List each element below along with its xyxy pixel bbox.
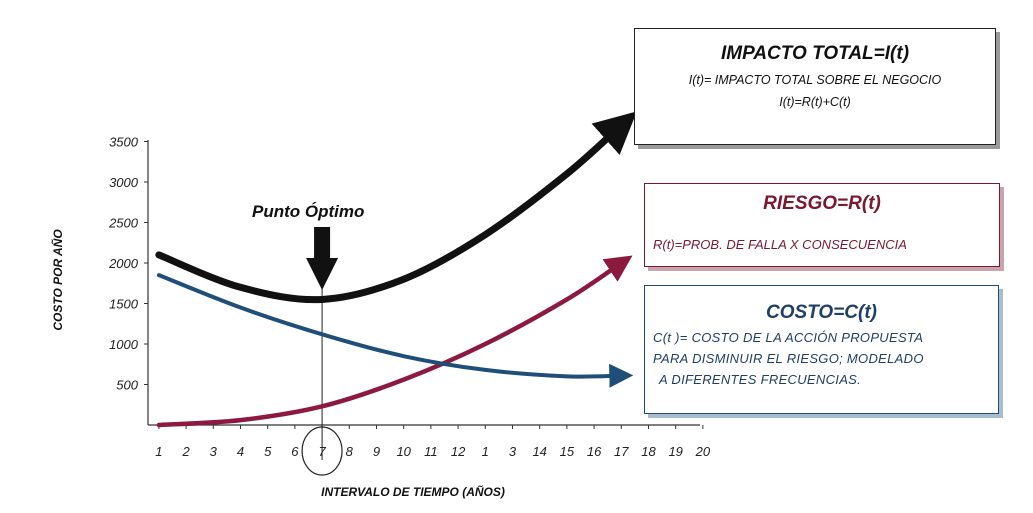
y-axis-title: COSTO POR AÑO xyxy=(50,229,65,331)
optimum-circle xyxy=(301,426,343,476)
x-tick-label: 9 xyxy=(373,444,380,459)
series-line-1 xyxy=(155,111,637,304)
x-tick-label: 8 xyxy=(346,444,354,459)
x-tick-label: 19 xyxy=(668,444,682,459)
y-tick-label: 3000 xyxy=(109,175,139,190)
y-tick-label: 1500 xyxy=(109,297,139,312)
riesgo-title: RIESGO=R(t) xyxy=(763,193,881,214)
x-tick-label: 1 xyxy=(482,444,489,459)
costo-line-1: C(t )= COSTO DE LA ACCIÓN PROPUESTA xyxy=(653,330,924,345)
y-tick-label: 1000 xyxy=(109,337,139,352)
y-tick-label: 2000 xyxy=(108,256,139,271)
x-axis-title: INTERVALO DE TIEMPO (AÑOS) xyxy=(321,484,505,499)
series-line-2 xyxy=(156,255,633,428)
optimum-point-label: Punto Óptimo xyxy=(252,202,365,221)
x-tick-label: 5 xyxy=(264,444,272,459)
x-tick-label: 6 xyxy=(291,444,299,459)
x-tick-label: 17 xyxy=(614,444,629,459)
x-tick-label: 11 xyxy=(424,444,438,459)
costo-box: COSTO=C(t) C(t )= COSTO DE LA ACCIÓN PRO… xyxy=(644,285,999,414)
x-tick-label: 1 xyxy=(155,444,162,459)
x-tick-label: 4 xyxy=(237,444,244,459)
x-tick-label: 3 xyxy=(210,444,218,459)
optimum-down-arrow xyxy=(306,227,339,290)
y-tick-label: 3500 xyxy=(109,135,139,150)
costo-line-2: PARA DISMINUIR EL RIESGO; MODELADO xyxy=(653,351,924,366)
costo-line-3: A DIFERENTES FRECUENCIAS. xyxy=(659,372,862,387)
x-tick-label: 10 xyxy=(396,444,411,459)
riesgo-line-1: R(t)=PROB. DE FALLA X CONSECUENCIA xyxy=(653,237,907,252)
impacto-line-1: I(t)= IMPACTO TOTAL SOBRE EL NEGOCIO xyxy=(688,73,942,87)
y-tick-label: 2500 xyxy=(108,216,139,231)
costo-title: COSTO=C(t) xyxy=(765,302,877,323)
x-tick-label: 12 xyxy=(451,444,466,459)
impacto-line-2: I(t)=R(t)+C(t) xyxy=(779,95,851,109)
x-tick-label: 16 xyxy=(587,444,602,459)
x-tick-label: 18 xyxy=(641,444,656,459)
x-tick-label: 2 xyxy=(181,444,190,459)
series-line-3 xyxy=(156,273,634,388)
impacto-title: IMPACTO TOTAL=I(t) xyxy=(720,43,910,64)
x-tick-label: 3 xyxy=(509,444,517,459)
x-tick-label: 14 xyxy=(532,444,546,459)
impacto-total-box: IMPACTO TOTAL=I(t) I(t)= IMPACTO TOTAL S… xyxy=(634,28,996,145)
x-tick-label: 20 xyxy=(695,444,711,459)
x-tick-label: 15 xyxy=(560,444,575,459)
y-tick-label: 500 xyxy=(116,378,138,393)
riesgo-box: RIESGO=R(t) R(t)=PROB. DE FALLA X CONSEC… xyxy=(644,183,1000,267)
